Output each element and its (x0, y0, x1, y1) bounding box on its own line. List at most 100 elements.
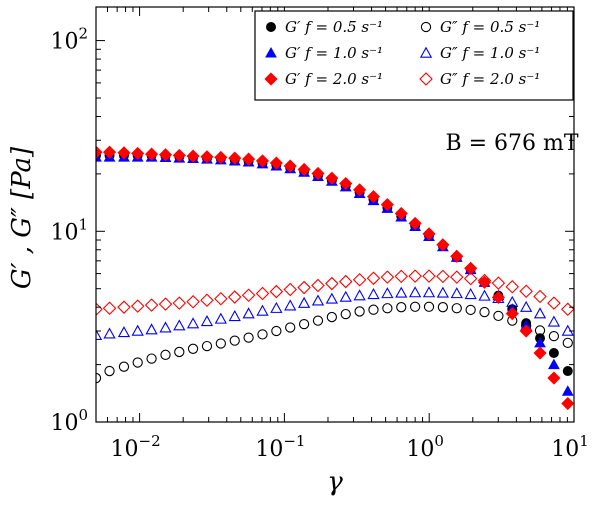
data-point (103, 327, 116, 339)
data-point (256, 304, 269, 316)
legend-label: G′ f = 2.0 s⁻¹ (285, 70, 383, 88)
data-point (381, 287, 394, 299)
plot-frame (95, 6, 575, 423)
data-point (533, 346, 547, 360)
legend-marker (419, 72, 433, 86)
data-point (366, 271, 381, 286)
tick-labels: 10−2 10−1 100 101 100 101 102 (50, 25, 588, 462)
data-point (520, 300, 533, 312)
data-point (96, 151, 102, 162)
data-point (271, 325, 282, 337)
data-point (146, 353, 157, 364)
data-point (229, 335, 240, 346)
data-point (449, 270, 464, 284)
data-point (408, 286, 422, 298)
legend-label: G″ f = 1.0 s⁻¹ (440, 44, 540, 62)
data-point (186, 149, 200, 163)
legend-label: G″ f = 2.0 s⁻¹ (440, 70, 540, 88)
data-point (117, 326, 131, 338)
data-point (366, 190, 381, 204)
data-point (325, 276, 339, 291)
data-point (144, 298, 159, 312)
data-point (200, 293, 214, 308)
data-point (436, 238, 450, 252)
data-point (285, 322, 296, 333)
legend-marker (420, 21, 432, 33)
x-tick-label: 101 (551, 432, 589, 462)
data-point (104, 365, 115, 377)
legend-label: G′ f = 0.5 s⁻¹ (285, 18, 383, 36)
data-point (312, 315, 324, 326)
data-point (325, 171, 339, 185)
data-point (117, 146, 131, 160)
x-tick-label: 100 (406, 432, 444, 462)
data-point (561, 385, 574, 396)
data-point (186, 317, 200, 329)
data-point (214, 150, 228, 164)
data-point (561, 396, 574, 411)
data-point (380, 270, 395, 284)
data-point (172, 148, 186, 162)
data-point (477, 275, 492, 289)
data-point (380, 198, 394, 212)
data-point (491, 276, 506, 290)
data-point (131, 324, 144, 336)
data-point (382, 303, 393, 314)
legend: G′ f = 0.5 s⁻¹ G′ f = 1.0 s⁻¹ G′ f = 2.0 s… (254, 10, 574, 101)
data-point (257, 329, 268, 340)
data-point (423, 301, 435, 312)
series-3 (96, 286, 574, 340)
data-point (562, 366, 573, 377)
data-point (367, 288, 380, 300)
data-point (422, 269, 436, 283)
data-point (227, 290, 242, 304)
data-point (102, 301, 117, 316)
legend-marker (265, 21, 276, 32)
data-point (255, 154, 270, 168)
data-point (479, 306, 490, 318)
data-point (228, 151, 242, 165)
data-point (547, 296, 561, 310)
data-point (396, 302, 407, 313)
data-point (409, 301, 421, 312)
data-point (519, 324, 533, 338)
data-point (297, 296, 311, 308)
y-tick-label: 100 (50, 406, 88, 436)
data-point (284, 299, 297, 311)
data-point (339, 176, 353, 191)
data-point (548, 348, 559, 359)
data-point (395, 286, 408, 298)
data-point (158, 297, 173, 311)
data-point (519, 284, 533, 299)
data-point (118, 361, 130, 372)
data-point (131, 146, 145, 161)
data-point (145, 323, 158, 335)
y-tick-label: 101 (50, 215, 88, 245)
data-point (243, 332, 254, 343)
data-point (214, 312, 227, 324)
data-point (102, 145, 117, 159)
data-point (297, 280, 311, 295)
data-point (214, 291, 228, 306)
data-point (215, 338, 226, 349)
data-point (408, 269, 422, 283)
data-point (422, 286, 436, 298)
series-1 (96, 301, 573, 384)
data-point (368, 304, 379, 315)
data-point (255, 286, 270, 301)
data-point (451, 303, 462, 314)
data-point (561, 302, 574, 317)
data-point (493, 310, 504, 322)
data-point (173, 319, 186, 331)
data-point (464, 288, 477, 300)
data-point (338, 274, 353, 289)
data-point (450, 249, 464, 263)
data-point (548, 358, 560, 370)
legend-box (254, 10, 574, 101)
data-point (491, 290, 505, 304)
data-point (174, 346, 185, 358)
data-point (159, 321, 172, 333)
data-point (450, 287, 463, 299)
